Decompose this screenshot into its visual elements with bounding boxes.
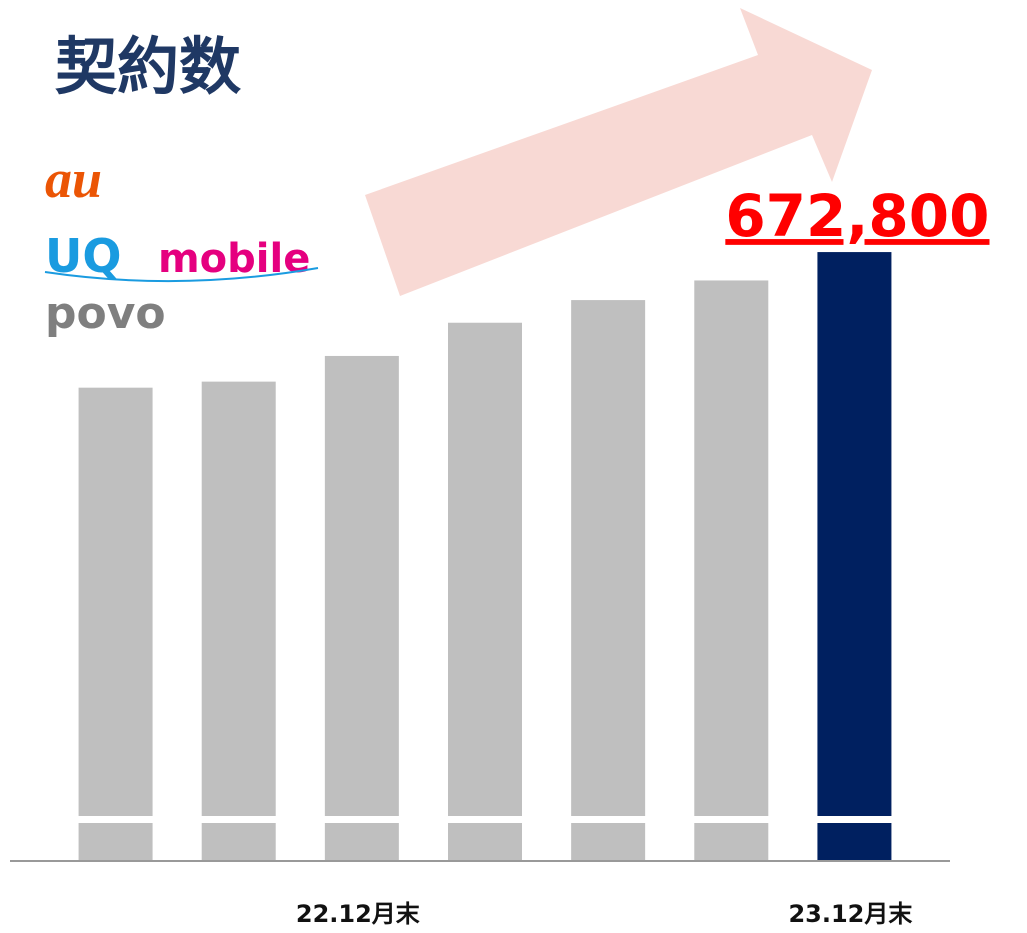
brand-uq: UQ [45, 229, 121, 283]
bar [571, 300, 646, 861]
x-tick-label: 22.12月末 [296, 900, 421, 928]
brand-au: au [45, 149, 102, 209]
brand-mobile: mobile [158, 236, 310, 282]
bar [78, 387, 153, 860]
axis-break [816, 816, 893, 823]
axis-break [447, 816, 523, 823]
logo-swoosh [44, 267, 319, 283]
axis-break [200, 816, 277, 823]
bar [201, 381, 276, 860]
bar [817, 252, 892, 860]
axis-break [323, 816, 400, 823]
bar [324, 355, 399, 860]
x-tick-label: 23.12月末 [788, 900, 913, 928]
axis-break [693, 816, 770, 823]
chart-title: 契約数 [55, 30, 241, 103]
growth-arrow [365, 8, 872, 296]
bar [448, 322, 522, 860]
value-label: 672,800 [725, 182, 989, 250]
bar [694, 280, 769, 861]
brand-povo: povo [45, 288, 166, 339]
axis-break [77, 816, 154, 823]
axis-break [570, 816, 647, 823]
